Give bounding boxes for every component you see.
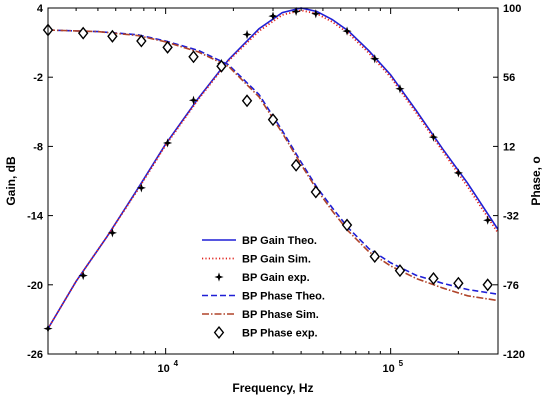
- legend-label: BP Gain Theo.: [242, 235, 317, 247]
- legend: BP Gain Theo. BP Gain Sim. BP Gain exp. BP …: [202, 235, 325, 340]
- gain-exp-point: [311, 9, 321, 19]
- legend-label: BP Gain Sim.: [242, 254, 311, 266]
- gain-exp-point: [242, 29, 252, 40]
- legend-entry: BP Phase Sim.: [202, 309, 319, 321]
- x-tick-label: 10: [158, 363, 170, 375]
- phase-exp-point: [216, 59, 227, 73]
- series-line-4: [47, 29, 499, 302]
- x-tick-label: 10: [383, 363, 395, 375]
- y-right-tick-label: 12: [503, 141, 515, 153]
- gain-exp-point: [342, 26, 352, 36]
- legend-entry: BP Gain Sim.: [202, 254, 311, 266]
- y-right-tick-label: 100: [503, 3, 521, 15]
- gain-exp-point: [291, 6, 301, 17]
- gain-exp-point: [395, 84, 405, 94]
- y-left-tick-label: -26: [27, 349, 43, 361]
- phase-exp-point: [136, 34, 147, 48]
- legend-entry: BP Gain exp.: [214, 272, 310, 284]
- gain-exp-point: [162, 138, 173, 148]
- phase-exp-point: [107, 29, 118, 43]
- y-axis-label-left: Gain, dB: [4, 156, 18, 206]
- x-tick-exponent: 5: [399, 359, 404, 368]
- y-left-tick-label: 4: [37, 3, 44, 15]
- y-left-tick-label: -14: [27, 211, 44, 223]
- axis-ticks: 4 -2 -8 -14 -20 -26 100 56 12 -32 -76 -120 10 4 10 5: [27, 3, 525, 375]
- phase-exp-point: [369, 249, 380, 264]
- phase-exp-point: [394, 264, 406, 278]
- gain-exp-point: [428, 132, 439, 142]
- phase-exp-point: [341, 218, 353, 232]
- legend-entry: BP Phase exp.: [213, 325, 318, 340]
- x-tick-exponent: 4: [174, 359, 179, 368]
- gain-exp-point: [107, 228, 118, 238]
- y-left-tick-label: -20: [27, 280, 43, 292]
- legend-label: BP Gain exp.: [242, 272, 310, 284]
- phase-exp-point: [428, 271, 439, 286]
- y-right-tick-label: -32: [503, 211, 519, 223]
- phase-exp-point: [290, 158, 302, 172]
- gain-exp-point: [370, 54, 380, 64]
- phase-exp-point: [310, 185, 322, 199]
- legend-diamond-marker: [213, 325, 225, 340]
- y-right-tick-label: 56: [503, 72, 515, 84]
- legend-star-marker: [214, 272, 224, 282]
- y-right-tick-label: -76: [503, 280, 519, 292]
- gain-exp-point: [78, 270, 88, 281]
- y-right-tick-label: -120: [503, 349, 525, 361]
- x-axis-label: Frequency, Hz: [232, 381, 313, 395]
- gain-exp-point: [268, 11, 278, 21]
- y-axis-label-right: Phase, o: [529, 156, 543, 205]
- phase-exp-point: [188, 50, 199, 64]
- phase-exp-point: [453, 276, 464, 290]
- legend-entry: BP Phase Theo.: [202, 291, 325, 303]
- legend-label: BP Phase Theo.: [242, 291, 325, 303]
- legend-entry: BP Gain Theo.: [202, 235, 317, 247]
- y-left-tick-label: -2: [33, 72, 43, 84]
- gain-exp-point: [136, 183, 146, 193]
- gain-exp-point: [453, 168, 463, 178]
- series-line-1: [47, 9, 499, 330]
- y-left-tick-label: -8: [33, 141, 43, 153]
- legend-label: BP Phase Sim.: [242, 309, 319, 321]
- gain-exp-point: [188, 95, 199, 105]
- chart-marks: [42, 6, 499, 334]
- phase-exp-point: [482, 278, 493, 292]
- phase-exp-point: [241, 94, 253, 108]
- phase-exp-point: [267, 113, 279, 127]
- phase-exp-point: [162, 40, 173, 54]
- gain-exp-point: [483, 215, 493, 225]
- legend-label: BP Phase exp.: [242, 328, 318, 340]
- phase-exp-point: [77, 26, 89, 40]
